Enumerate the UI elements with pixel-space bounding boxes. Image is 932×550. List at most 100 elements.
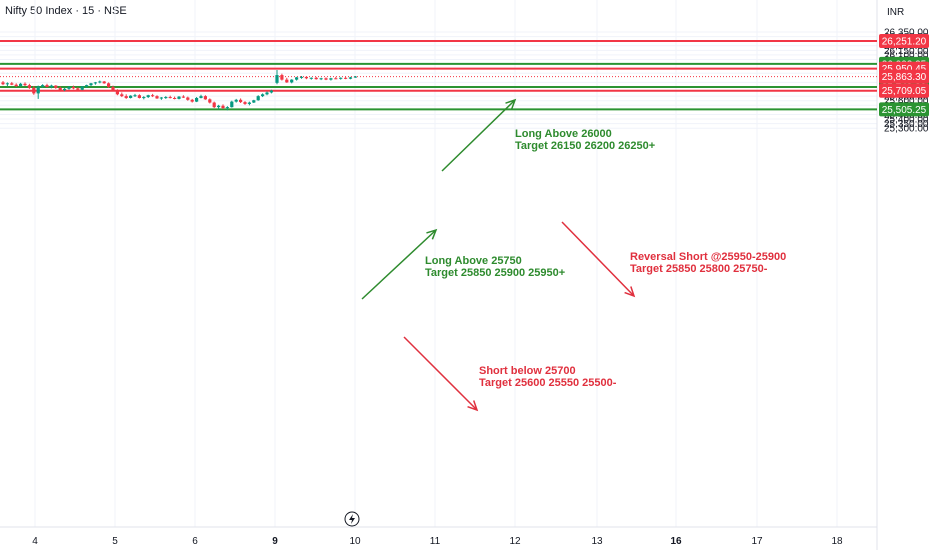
y-tick-label: 26,350.00 [884,28,929,39]
trend-arrows[interactable] [361,98,636,412]
candle-body [19,83,23,87]
candle-body [299,76,304,78]
candle-body [190,99,194,102]
candle-body [168,97,172,99]
candle-body [45,85,49,87]
candle-body [285,79,289,83]
x-tick-label: 9 [272,536,278,547]
candle-body [329,78,333,80]
time-axis: 4 5 6 9 10 11 12 13 16 17 18 [32,536,843,547]
trend-arrow[interactable] [403,336,479,412]
candle-body [1,82,5,85]
annotation-line: Target 26150 26200 26250+ [515,140,655,152]
x-tick-label: 5 [112,536,118,547]
trend-arrow[interactable] [361,228,438,300]
candle-body [225,107,229,109]
candle-body [137,95,141,98]
candle-body [195,97,199,102]
candle-body [71,86,75,89]
horizontal-levels[interactable] [0,40,877,111]
candle-body [177,96,181,99]
candle-body [107,83,111,87]
x-tick-label: 17 [751,536,763,547]
grid [0,0,877,527]
candle-body [186,97,190,100]
candle-body [76,88,80,90]
x-tick-label: 10 [349,536,361,547]
x-tick-label: 11 [430,536,441,547]
replay-icon[interactable] [344,511,360,527]
candle-body [353,76,357,78]
candle-body [102,81,106,84]
level-price-label: 25,709.05 [882,86,927,97]
candle-body [111,86,115,91]
candle-body [63,88,67,91]
y-tick-label: 25,600.00 [884,96,929,107]
candle-body [120,94,124,97]
level-price-tag [879,102,929,117]
candle-body [344,77,348,79]
candle-body [265,92,269,95]
candle-body [151,95,155,97]
candle-body [93,82,97,84]
candle-body [212,102,216,108]
candle-body [89,83,93,86]
candle-body [243,102,247,104]
candle-body [124,96,128,98]
candle-body [348,77,353,79]
trend-arrow[interactable] [561,221,636,298]
annotation-line: Target 25850 25900 25950+ [425,267,565,279]
candle-body [239,99,243,103]
candle-body [142,97,146,99]
candle-body [54,85,58,88]
level-price-tag [879,34,929,49]
candle-body [334,78,338,80]
candle-body [252,100,256,103]
y-tick-label: 25,400.00 [884,115,929,126]
candle-body [221,105,225,109]
last-price-tag [879,69,929,84]
candle-body [49,85,53,87]
candle-body [324,78,328,80]
annotation-line: Long Above 26000 [515,128,612,140]
trend-arrow[interactable] [441,98,517,172]
candle-body [27,85,31,88]
candle-body [80,86,84,90]
candle-body [309,77,313,79]
level-price-tag [879,83,929,98]
candle-body [146,95,150,98]
annotation-line: Short below 25700 [479,365,576,377]
candle-body [230,101,234,108]
x-tick-label: 13 [591,536,603,547]
candle-body [67,86,71,89]
candle-body [58,87,62,91]
candle-body [14,84,18,87]
y-tick-label: 25,350.00 [884,119,929,130]
candle-body [304,76,308,79]
candle-body [164,97,168,99]
candle-body [290,79,294,83]
y-tick-label: 26,100.00 [884,50,929,61]
candle-body [23,83,27,86]
candle-body [98,81,102,83]
candle-body [115,90,119,95]
candle-body [269,90,273,93]
currency-label: INR [887,7,905,18]
x-tick-label: 18 [831,536,843,547]
candle-body [280,75,284,80]
candle-body [247,102,251,104]
level-price-label: 26,251.20 [882,37,927,48]
candle-body [181,96,185,98]
candle-body [173,97,177,99]
candle-body [36,86,40,94]
candle-body [32,87,36,94]
candle-body [319,78,323,80]
x-tick-label: 16 [670,536,682,547]
annotation-line: Long Above 25750 [425,255,522,267]
